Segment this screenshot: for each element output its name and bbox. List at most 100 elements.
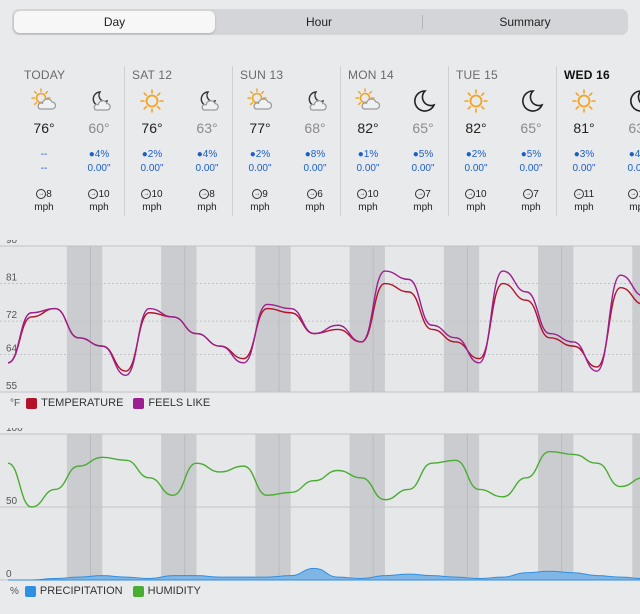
precipitation-amount: 0.00"	[87, 163, 111, 174]
precipitation-chance: ●1% 0.00"	[342, 148, 394, 176]
humidity-precipitation-chart: 100 50 0	[0, 428, 640, 581]
tab-hour[interactable]: Hour	[305, 15, 332, 29]
wind-value: 8	[46, 189, 52, 200]
high-temperature: 76°	[141, 120, 163, 136]
day-name: MON 14	[348, 68, 394, 82]
precipitation-percent: 5%	[526, 149, 542, 160]
y-tick-label: 72	[6, 310, 18, 321]
daytime-forecast: 82° ●1% 0.00" → 10 mph	[342, 88, 394, 214]
wind-unit: mph	[89, 202, 109, 213]
y-tick-label: 100	[6, 428, 23, 434]
view-segmented-control: Day Hour Summary	[12, 9, 628, 35]
daytime-forecast: 81° ●3% 0.00" → 11 mph	[558, 88, 610, 214]
precipitation-amount: 0.00"	[140, 163, 164, 174]
wind-direction-icon: →	[88, 189, 99, 200]
day-name: SUN 13	[240, 68, 284, 82]
night-band	[632, 246, 640, 392]
y-tick-label: 90	[6, 240, 18, 246]
daytime-forecast: 76° ●2% 0.00" → 10 mph	[126, 88, 178, 214]
temperature-line	[7, 282, 640, 372]
day-column[interactable]: TODAY 76° -- -- → 8 mph 60° ●4% 0.00" → 10 mph	[18, 60, 128, 220]
precipitation-percent: 4%	[202, 149, 218, 160]
nighttime-forecast: 60° ●4% 0.00" → 10 mph	[73, 88, 125, 214]
day-name: TUE 15	[456, 68, 498, 82]
precipitation-chance: ●2% 0.00"	[450, 148, 502, 176]
high-temperature: 77°	[249, 120, 271, 136]
feels-like-legend-label: FEELS LIKE	[148, 397, 211, 409]
humidity-legend: % PRECIPITATION HUMIDITY	[10, 585, 201, 597]
temperature-unit: °F	[10, 397, 21, 409]
wind-direction-icon: →	[36, 189, 47, 200]
precipitation-chance: ●3% 0.00"	[558, 148, 610, 176]
precipitation-chance: ●4% 0.00"	[73, 148, 125, 176]
wind-direction-icon: →	[573, 189, 584, 200]
day-name: WED 16	[564, 68, 610, 82]
day-column[interactable]: MON 14 82° ●1% 0.00" → 10 mph 65° ●5% 0.00" → 7 mph	[342, 60, 452, 220]
precipitation-chance: -- --	[18, 148, 70, 176]
day-separator	[448, 66, 449, 216]
low-temperature: 63°	[196, 120, 218, 136]
nighttime-forecast: 63° ●4% 0.00" →10 mph	[613, 88, 640, 214]
precipitation-chance: ●5% 0.00"	[397, 148, 449, 176]
sunny-icon	[450, 88, 502, 114]
precipitation-amount: 0.00"	[572, 163, 596, 174]
precipitation-chance: ●4% 0.00"	[613, 148, 640, 176]
nighttime-forecast: 63° ●4% 0.00" → 8 mph	[181, 88, 233, 214]
precipitation-chance: ●2% 0.00"	[234, 148, 286, 176]
partly-cloudy-night-icon	[73, 88, 125, 114]
wind-direction-icon: →	[252, 189, 263, 200]
precipitation-amount: 0.00"	[356, 163, 380, 174]
precipitation-chance: ●5% 0.00"	[505, 148, 557, 176]
tab-summary[interactable]: Summary	[499, 15, 551, 29]
wind-direction-icon: →	[415, 189, 426, 200]
precipitation-percent: 2%	[471, 149, 487, 160]
precipitation-percent: 3%	[579, 149, 595, 160]
daytime-forecast: 76° -- -- → 8 mph	[18, 88, 70, 214]
y-tick-label: 81	[6, 273, 18, 284]
daytime-forecast: 77° ●2% 0.00" → 9 mph	[234, 88, 286, 214]
raindrop-icon: ●	[196, 149, 203, 160]
wind-value: 7	[425, 189, 431, 200]
y-tick-label: 64	[6, 343, 18, 354]
day-column[interactable]: SUN 13 77° ●2% 0.00" → 9 mph 68° ●8% 0.00" → 6 mph	[234, 60, 344, 220]
precipitation-area	[7, 567, 640, 581]
day-separator	[232, 66, 233, 216]
nighttime-forecast: 68° ●8% 0.00" → 6 mph	[289, 88, 341, 214]
precipitation-percent: 2%	[255, 149, 271, 160]
partly-sunny-icon	[342, 88, 394, 114]
humidity-line	[7, 450, 640, 508]
wind-direction-icon: →	[199, 189, 210, 200]
nighttime-forecast: 65° ●5% 0.00" → 7 mph	[397, 88, 449, 214]
raindrop-icon: ●	[357, 149, 364, 160]
wind-speed: → 7 mph	[505, 188, 557, 214]
wind-unit: mph	[305, 202, 325, 213]
wind-speed: →10 mph	[613, 188, 640, 214]
raindrop-icon: ●	[88, 149, 95, 160]
wind-speed: →10 mph	[342, 188, 394, 214]
low-temperature: 65°	[412, 120, 434, 136]
wind-value: 10	[475, 189, 487, 200]
y-tick-label: 55	[6, 381, 18, 392]
low-temperature: 63°	[628, 120, 640, 136]
wind-speed: → 6 mph	[289, 188, 341, 214]
wind-speed: → 11 mph	[558, 188, 610, 214]
precipitation-chance: ●4% 0.00"	[181, 148, 233, 176]
raindrop-icon: ●	[141, 149, 148, 160]
precipitation-percent: 2%	[147, 149, 163, 160]
moon-icon	[613, 88, 640, 114]
day-column[interactable]: TUE 15 82° ●2% 0.00" → 10 mph 65° ●5% 0.00" → 7 mph	[450, 60, 560, 220]
wind-speed: → 7 mph	[397, 188, 449, 214]
day-column[interactable]: SAT 12 76° ●2% 0.00" → 10 mph 63° ●4% 0.00" → 8 mph	[126, 60, 236, 220]
day-name: TODAY	[24, 68, 66, 82]
precipitation-chance: ●8% 0.00"	[289, 148, 341, 176]
precipitation-percent: 8%	[310, 149, 326, 160]
y-tick-label: 0	[6, 569, 12, 580]
wind-unit: mph	[250, 202, 270, 213]
tab-day[interactable]: Day	[14, 11, 215, 33]
temperature-legend-label: TEMPERATURE	[41, 397, 124, 409]
wind-direction-icon: →	[307, 189, 318, 200]
wind-value: 10	[638, 189, 640, 200]
sunny-icon	[558, 88, 610, 114]
night-band	[349, 246, 385, 392]
